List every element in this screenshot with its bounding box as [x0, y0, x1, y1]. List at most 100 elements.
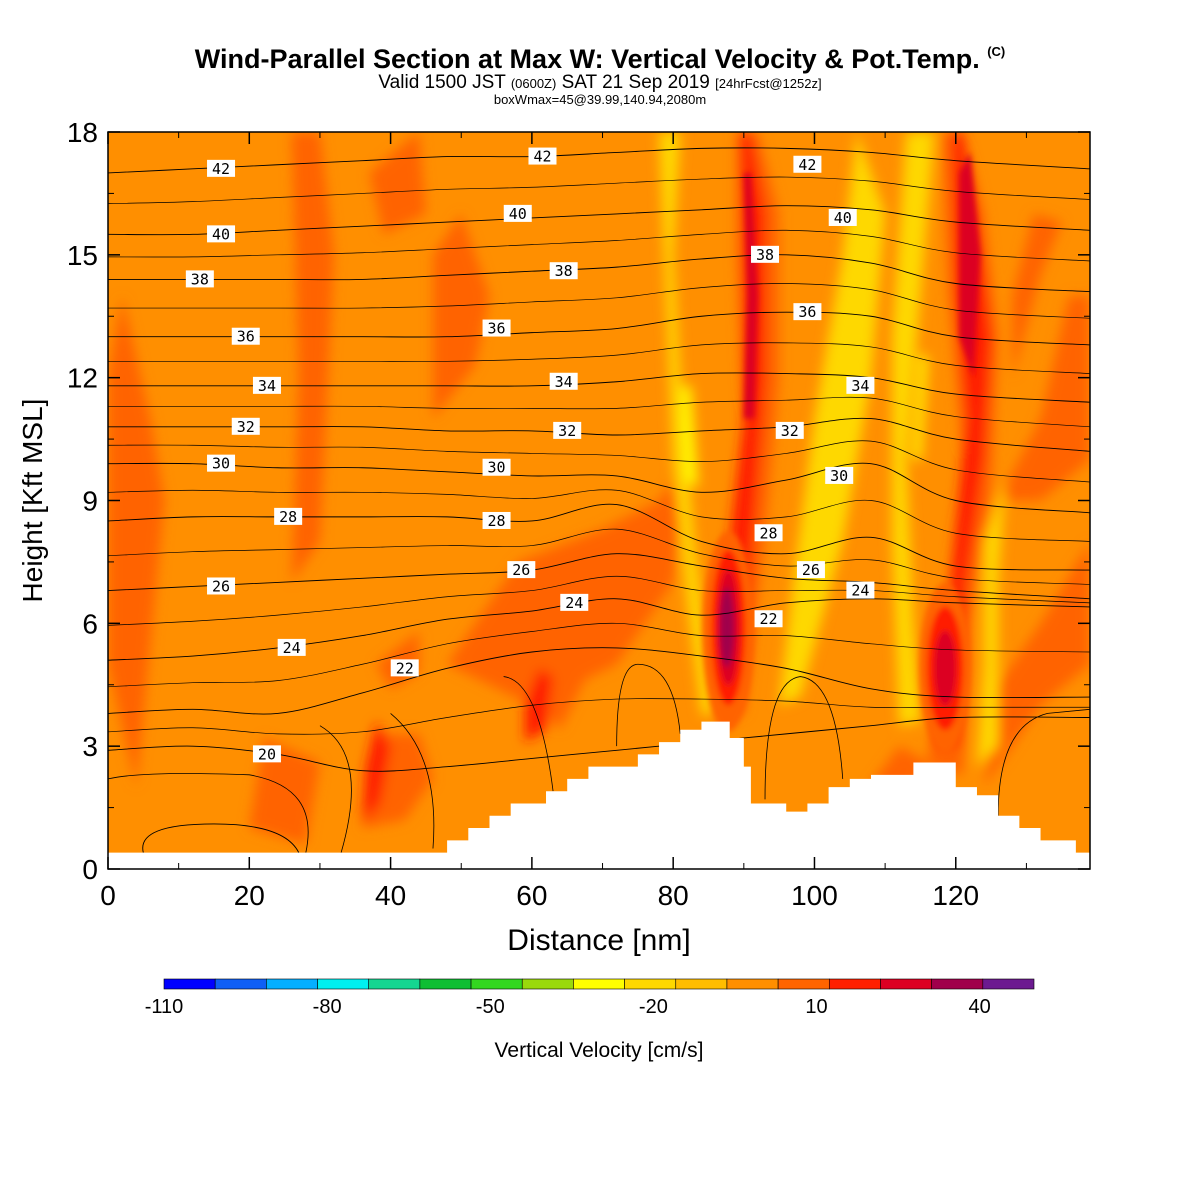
- contour-label-box: [793, 155, 822, 173]
- contour-label-box: [207, 577, 236, 595]
- contour-label-text: 22: [760, 610, 778, 628]
- theta-contour-28: [108, 503, 1090, 571]
- theta-contour-minor: [319, 725, 352, 853]
- contour-label-box: [846, 376, 875, 394]
- contour-label: 36: [482, 319, 511, 338]
- contour-label-box: [207, 159, 236, 177]
- contour-label-text: 24: [851, 582, 869, 600]
- contour-label-box: [793, 303, 822, 321]
- contour-label-text: 20: [258, 745, 276, 763]
- contour-label-box: [274, 507, 303, 525]
- weak-updraft-patch: [432, 213, 490, 419]
- colorbar-swatch: [828, 978, 881, 990]
- contour-label-box: [828, 208, 857, 226]
- contour-label-box: [207, 225, 236, 243]
- contour-label-box: [390, 659, 419, 677]
- contour-label-text: 42: [798, 156, 816, 174]
- contour-label: 20: [252, 745, 281, 763]
- contour-label: 32: [775, 421, 804, 440]
- contour-label-text: 36: [798, 303, 816, 321]
- contour-label: 26: [207, 577, 236, 595]
- contour-label-text: 32: [558, 422, 576, 440]
- contour-label: 38: [549, 262, 578, 280]
- theta-contour-minor: [108, 229, 1090, 262]
- contour-label-text: 38: [191, 270, 209, 288]
- contour-label-box: [751, 245, 780, 263]
- contour-label-text: 40: [834, 209, 852, 227]
- contour-label-text: 34: [258, 377, 276, 395]
- x-tick-label: 20: [234, 880, 265, 911]
- chart-subtitle: Valid 1500 JST (0600Z) SAT 21 Sep 2019 […: [0, 72, 1200, 94]
- contour-label: 38: [185, 270, 214, 288]
- contour-label-text: 38: [756, 246, 774, 264]
- x-tick-label: 80: [658, 880, 689, 911]
- x-tick-label: 100: [791, 880, 838, 911]
- contour-label: 30: [825, 466, 854, 485]
- colorbar-tick-label: 40: [969, 996, 991, 1018]
- contour-label-box: [528, 147, 557, 165]
- colorbar-tick-label: 10: [805, 996, 827, 1018]
- contour-label: 22: [390, 659, 419, 677]
- colorbar-swatch: [726, 978, 779, 990]
- y-tick-label: 15: [67, 240, 98, 271]
- y-tick-label: 3: [82, 731, 98, 762]
- theta-contour-minor: [108, 440, 1090, 483]
- contour-label: 24: [846, 581, 875, 600]
- colorbar-tick-label: -110: [145, 996, 184, 1018]
- contour-label: 32: [231, 417, 260, 436]
- y-tick-label: 12: [67, 363, 98, 394]
- contour-label-box: [796, 561, 825, 579]
- updraft-band-core: [959, 152, 981, 378]
- contour-label: 28: [482, 511, 511, 530]
- contour-label-text: 28: [488, 512, 506, 530]
- colorbar-swatch: [931, 978, 984, 990]
- x-axis-label: Distance [nm]: [507, 924, 690, 957]
- updraft-band-core: [743, 172, 758, 419]
- theta-contour-minor: [108, 489, 1090, 542]
- theta-contour-30: [108, 462, 1090, 514]
- colorbar-swatch: [163, 978, 216, 990]
- y-axis-label: Height [Kft MSL]: [17, 399, 48, 603]
- downdraft-band: [892, 132, 935, 726]
- theta-contour-minor: [108, 176, 1090, 205]
- contour-label-text: 28: [279, 508, 297, 526]
- downdraft-core: [913, 353, 928, 460]
- colorbar-swatch: [675, 978, 728, 990]
- contour-label-box: [252, 745, 281, 763]
- colorbar-swatch: [573, 978, 625, 990]
- contour-label-box: [754, 524, 783, 542]
- contour-label-text: 24: [283, 639, 301, 657]
- contour-label-box: [553, 421, 582, 439]
- theta-contour-minor: [108, 342, 1090, 374]
- colorbar-swatch: [266, 978, 318, 990]
- contour-label-box: [846, 581, 875, 599]
- contour-label-box: [560, 593, 589, 611]
- contour-label-text: 30: [830, 467, 848, 485]
- contour-label: 32: [553, 421, 582, 440]
- x-tick-label: 40: [375, 880, 406, 911]
- contour-label-text: 32: [781, 422, 799, 440]
- colorbar-swatch: [470, 978, 523, 990]
- contour-label: 36: [231, 327, 260, 346]
- colorbar-swatch: [214, 978, 267, 990]
- terrain: [108, 721, 1090, 869]
- contour-label: 22: [754, 610, 783, 628]
- contour-label: 38: [751, 245, 780, 264]
- contour-label-box: [507, 561, 536, 579]
- contour-label: 28: [754, 524, 783, 542]
- contour-label-box: [277, 638, 306, 656]
- contour-label-box: [207, 454, 236, 472]
- contour-label-box: [482, 458, 511, 476]
- contour-label-text: 34: [851, 377, 869, 395]
- title-main: Wind-Parallel Section at Max W: Vertical…: [194, 44, 980, 74]
- colorbar-swatch: [777, 978, 830, 990]
- weak-updraft-patch: [447, 459, 688, 706]
- x-tick-label: 120: [932, 880, 979, 911]
- contour-label-box: [482, 511, 511, 529]
- weak-updraft-patch: [249, 737, 320, 845]
- y-tick-label: 6: [82, 608, 98, 639]
- weak-updraft-patch: [524, 668, 554, 743]
- subtitle-date: SAT 21 Sep 2019: [561, 72, 710, 93]
